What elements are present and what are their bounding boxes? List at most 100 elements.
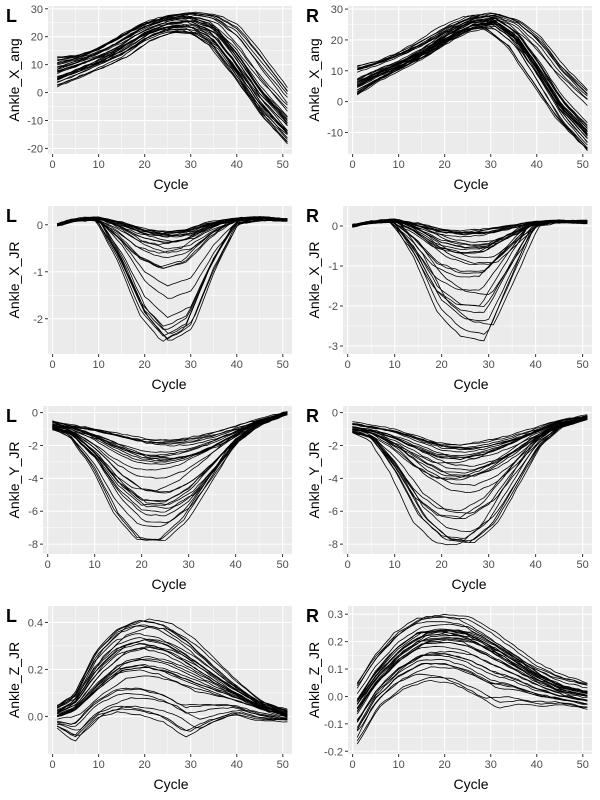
series-line	[57, 12, 288, 92]
y-tick-label: -3	[328, 341, 338, 353]
series-line	[356, 27, 588, 150]
x-tick-label: 0	[50, 359, 56, 371]
panel-tag: R	[306, 606, 319, 626]
series-line	[52, 412, 288, 506]
series-line	[352, 416, 588, 471]
y-axis-title: Ankle_X_ang	[6, 38, 22, 121]
series-line	[356, 642, 588, 713]
series-line	[57, 12, 288, 95]
x-tick-label: 10	[89, 559, 101, 571]
plot-area: 0 10 20 30 40 50 -8 -6 -4 -2 0	[328, 406, 592, 571]
series-line	[352, 417, 588, 533]
series-line	[57, 219, 288, 341]
x-axis-title: Cycle	[453, 176, 488, 192]
panel-tag: L	[6, 6, 17, 26]
series-group	[356, 613, 588, 745]
x-tick-label: 10	[93, 359, 105, 371]
x-tick-label: 40	[529, 359, 541, 371]
series-line	[356, 639, 588, 709]
x-tick-label: 0	[350, 759, 356, 771]
series-line	[56, 619, 288, 711]
series-line	[356, 650, 588, 720]
x-tick-label: 50	[577, 159, 589, 171]
x-tick-label: 30	[485, 159, 497, 171]
x-tick-label: 40	[529, 559, 541, 571]
y-tick-label: 30	[31, 4, 43, 16]
x-tick-label: 0	[50, 759, 56, 771]
panel-background	[343, 206, 592, 354]
series-line	[356, 26, 588, 149]
x-tick-label: 40	[531, 759, 543, 771]
x-axis-title: Cycle	[151, 376, 186, 392]
x-tick-label: 0	[350, 159, 356, 171]
series-line	[57, 705, 288, 736]
x-tick-label: 10	[393, 759, 405, 771]
x-tick-label: 0	[345, 559, 351, 571]
y-tick-label: -6	[328, 506, 338, 518]
x-tick-label: 20	[436, 359, 448, 371]
series-line	[356, 17, 588, 123]
series-line	[357, 13, 588, 97]
y-tick-label: -10	[27, 115, 43, 127]
y-tick-label: -4	[28, 473, 38, 485]
series-group	[56, 618, 288, 742]
y-tick-label: 0.0	[328, 691, 343, 703]
series-line	[57, 638, 288, 714]
series-line	[356, 662, 588, 731]
panel-l-ankle-y-jr: L Ankle_Y_JR Cycle	[6, 406, 187, 592]
y-tick-label: 0	[332, 408, 338, 420]
panel-l-ankle-x-ang: L Ankle_X_ang Cycle	[6, 6, 189, 192]
x-tick-label: 30	[185, 759, 197, 771]
series-line	[352, 220, 588, 291]
y-tick-label: 0	[32, 408, 38, 420]
x-tick-label: 50	[277, 359, 289, 371]
panel-l-ankle-z-jr: L Ankle_Z_JR Cycle	[6, 606, 189, 792]
x-tick-label: 40	[229, 559, 241, 571]
panel-r-ankle-x-ang: R Ankle_X_ang Cycle	[306, 6, 489, 192]
x-tick-label: 0	[345, 359, 351, 371]
y-tick-label: 0.4	[28, 617, 43, 629]
series-line	[356, 653, 588, 723]
series-line	[356, 662, 588, 730]
series-line	[56, 625, 288, 713]
series-line	[357, 21, 588, 137]
y-tick-label: 0.3	[328, 609, 343, 621]
plot-area: 0 10 20 30 40 50 -20 -10 0 10 20 30	[27, 4, 292, 171]
y-tick-label: -2	[33, 314, 43, 326]
series-line	[57, 708, 288, 738]
x-tick-label: 30	[483, 559, 495, 571]
x-tick-label: 20	[139, 359, 151, 371]
series-line	[57, 26, 288, 133]
x-tick-label: 10	[93, 159, 105, 171]
series-line	[352, 416, 588, 487]
x-tick-label: 20	[139, 759, 151, 771]
series-line	[52, 412, 288, 465]
series-line	[357, 20, 588, 132]
series-line	[352, 415, 588, 449]
series-line	[57, 216, 288, 235]
y-tick-label: 0	[37, 88, 43, 100]
series-line	[356, 621, 588, 689]
y-tick-label: 0	[37, 220, 43, 232]
series-line	[56, 624, 288, 713]
series-line	[356, 676, 588, 742]
x-tick-label: 20	[139, 159, 151, 171]
series-line	[356, 28, 588, 152]
panel-r-ankle-y-jr: R Ankle_Y_JR Cycle	[306, 406, 487, 592]
y-tick-label: 10	[331, 66, 343, 78]
series-line	[356, 613, 588, 684]
y-axis-title: Ankle_Y_JR	[6, 441, 22, 518]
x-tick-label: 50	[277, 159, 289, 171]
x-tick-label: 10	[93, 759, 105, 771]
x-tick-label: 40	[531, 159, 543, 171]
series-line	[57, 19, 288, 123]
series-line	[352, 416, 588, 461]
series-line	[57, 658, 288, 717]
series-line	[52, 414, 288, 528]
panel-r-ankle-z-jr: R Ankle_Z_JR Cycle	[306, 606, 489, 792]
series-line	[57, 217, 288, 254]
series-line	[52, 412, 288, 453]
y-tick-label: -0.2	[324, 746, 343, 758]
series-line	[356, 666, 588, 732]
